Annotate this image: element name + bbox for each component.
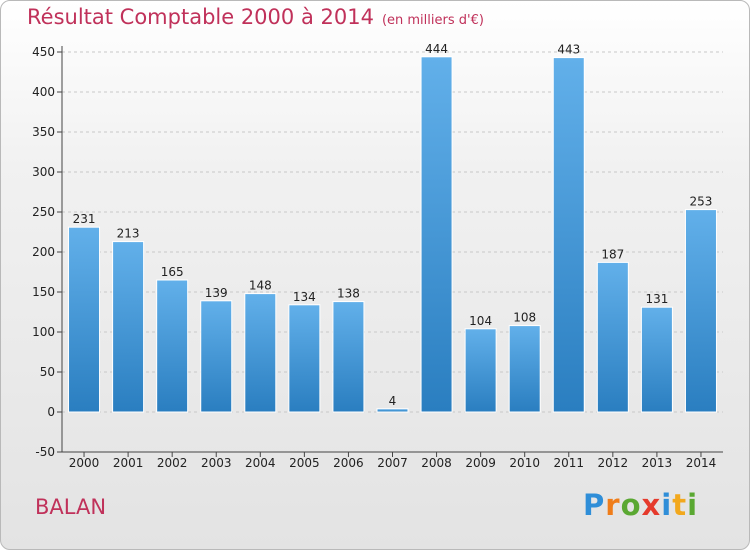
bar-2004 [244,293,277,413]
commune-name: BALAN [35,495,107,519]
x-tick-label: 2009 [465,456,496,470]
bar-2012 [596,261,629,413]
x-tick-label: 2004 [245,456,276,470]
y-tick-label: 200 [32,245,55,259]
x-tick-label: 2010 [509,456,540,470]
bar-2010 [508,325,541,413]
bar-value-label: 108 [513,311,536,325]
logo-letter: x [641,488,662,522]
y-tick-label: 400 [32,85,55,99]
proxiti-logo[interactable]: Proxiti [583,488,698,522]
y-tick-label: 350 [32,125,55,139]
x-tick-label: 2008 [421,456,452,470]
logo-letter: P [583,488,606,522]
bar-value-label: 213 [117,227,140,241]
bar-2001 [112,241,145,413]
logo-letter: i [661,488,673,522]
bar-2007 [376,408,409,413]
y-tick-label: 100 [32,325,55,339]
logo-letter: i [687,488,699,522]
y-tick-label: 150 [32,285,55,299]
axes [57,46,723,457]
bar-2014 [684,209,717,413]
logo-letter: r [605,488,621,522]
bar-value-label: 231 [73,212,96,226]
bar-value-label: 444 [425,42,448,56]
bar-value-label: 134 [293,290,316,304]
logo-letter: t [672,488,688,522]
bar-value-label: 443 [557,43,580,57]
y-tick-label: 50 [40,365,55,379]
bar-2009 [464,328,497,413]
bar-value-label: 148 [249,279,272,293]
chart-subtitle: (en milliers d'€) [381,13,484,28]
x-tick-label: 2003 [201,456,232,470]
bar-2005 [288,304,321,413]
chart-title: Résultat Comptable 2000 à 2014 [27,5,374,29]
logo-letter: o [620,488,642,522]
x-tick-label: 2007 [377,456,408,470]
bar-2011 [552,57,585,413]
bar-value-label: 165 [161,265,184,279]
y-tick-label: 300 [32,165,55,179]
x-tick-label: 2011 [553,456,584,470]
x-tick-label: 2006 [333,456,364,470]
bar-2006 [332,301,365,413]
bar-2002 [156,279,189,413]
bar-2000 [68,226,101,413]
bar-value-label: 4 [389,394,397,408]
x-tick-label: 2014 [686,456,717,470]
x-tick-label: 2012 [598,456,629,470]
x-tick-label: 2005 [289,456,320,470]
bar-value-label: 104 [469,314,492,328]
bar-value-label: 139 [205,286,228,300]
bar-value-label: 187 [601,247,624,261]
bar-value-label: 131 [645,292,668,306]
bars [68,56,717,413]
bar-2008 [420,56,453,413]
y-tick-label: -50 [35,445,55,459]
bar-2003 [200,300,233,413]
title-line: Résultat Comptable 2000 à 2014 (en millie… [27,5,484,29]
labels: -50 0 50 100 150 200 250 300 350 400 450 231 2000 213… [32,42,716,470]
bar-value-label: 253 [690,195,713,209]
x-tick-label: 2002 [157,456,188,470]
x-tick-label: 2000 [69,456,100,470]
bar-value-label: 138 [337,287,360,301]
x-tick-label: 2013 [642,456,673,470]
x-tick-label: 2001 [113,456,144,470]
y-tick-label: 450 [32,45,55,59]
y-tick-label: 250 [32,205,55,219]
bar-2013 [640,306,673,413]
y-tick-label: 0 [47,405,55,419]
